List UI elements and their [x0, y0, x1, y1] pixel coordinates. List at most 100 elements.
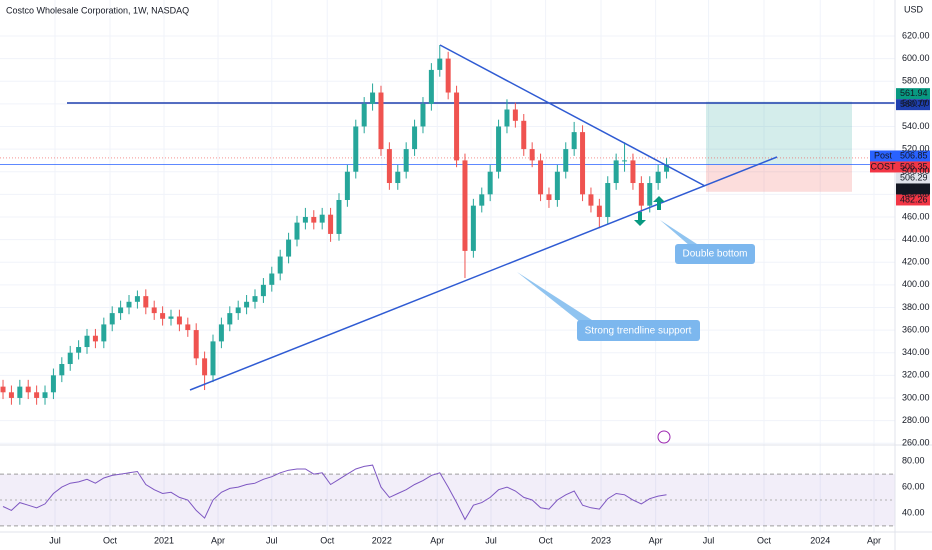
- candle-body: [67, 352, 73, 365]
- candle-body: [151, 307, 157, 314]
- price-tag-name: Post: [874, 150, 893, 160]
- candle-body: [655, 171, 661, 184]
- price-tag: [896, 99, 930, 111]
- candle-body: [319, 214, 325, 223]
- candle-body: [395, 171, 401, 184]
- candle-body: [336, 199, 342, 234]
- y-tick-label: 600.00: [902, 53, 930, 63]
- y-tick-label: 420.00: [902, 257, 930, 267]
- rsi-pane: [0, 464, 895, 527]
- candle-body: [386, 149, 392, 184]
- y-tick-label: 440.00: [902, 234, 930, 244]
- candle-body: [529, 149, 535, 161]
- candle-body: [59, 364, 65, 376]
- price-tag: [896, 183, 930, 195]
- candle-body: [462, 160, 468, 251]
- price-tag: [896, 150, 930, 162]
- price-tag-label: 506.35: [900, 161, 928, 171]
- y-tick-label: 260.00: [902, 438, 930, 448]
- candle-body: [269, 273, 275, 285]
- candle-body: [412, 126, 418, 150]
- candle-body: [134, 296, 140, 302]
- y-tick-label: 280.00: [902, 415, 930, 425]
- candle-body: [277, 256, 283, 274]
- candle-body: [353, 126, 359, 172]
- candle-body: [50, 375, 56, 393]
- x-tick-label: 2022: [372, 535, 392, 545]
- annotation: Strong trendline support: [585, 326, 692, 337]
- price-tag-name-bg: [870, 161, 896, 173]
- y-tick-label: 500.00: [902, 166, 930, 176]
- candle-body: [546, 194, 552, 200]
- price-tag: [896, 88, 930, 100]
- candle-body: [554, 171, 560, 200]
- candle-body: [487, 171, 493, 195]
- y-tick-label: 300.00: [902, 392, 930, 402]
- x-tick-label: Jul: [266, 535, 278, 545]
- candle-body: [361, 103, 367, 127]
- stop-zone: [706, 164, 852, 192]
- rsi-tick-label: 80.00: [902, 456, 925, 466]
- candle-body: [563, 149, 569, 172]
- candle-body: [92, 335, 98, 342]
- candle-body: [437, 58, 443, 70]
- candle-body: [521, 120, 527, 150]
- candle-body: [210, 341, 216, 376]
- candle-body: [218, 324, 224, 342]
- candle-body: [647, 183, 653, 206]
- price-tag-label: 560.77: [900, 99, 928, 109]
- x-tick-label: Jul: [485, 535, 497, 545]
- candle-body: [260, 284, 266, 297]
- y-tick-label: 460.00: [902, 211, 930, 221]
- target-zone: [706, 101, 852, 165]
- candle-body: [596, 205, 602, 217]
- y-tick-label: 380.00: [902, 302, 930, 312]
- candle-body: [235, 307, 241, 314]
- candle-body: [101, 324, 107, 342]
- x-tick-label: Jul: [49, 535, 61, 545]
- x-tick-label: Oct: [539, 535, 554, 545]
- candle-body: [378, 92, 384, 150]
- candle-body: [143, 296, 149, 308]
- price-tag: [896, 194, 930, 206]
- x-tick-label: 2023: [591, 535, 611, 545]
- candle-body: [445, 58, 451, 93]
- x-tick-label: 2024: [810, 535, 830, 545]
- candle-body: [160, 313, 166, 319]
- candles: [0, 45, 670, 405]
- price-tag-name: COST: [870, 161, 896, 171]
- candle-body: [168, 316, 174, 319]
- candle-body: [76, 347, 82, 353]
- y-tick-label: 340.00: [902, 347, 930, 357]
- candle-body: [286, 239, 292, 257]
- x-tick-label: Apr: [430, 535, 444, 545]
- candle-body: [109, 313, 115, 325]
- candle-body: [25, 386, 31, 393]
- candle-body: [0, 386, 6, 393]
- candle-body: [403, 149, 409, 172]
- price-tag: [896, 161, 930, 173]
- candle-body: [538, 160, 544, 195]
- price-tag-label: 499.40: [900, 183, 928, 193]
- candle-body: [454, 92, 460, 161]
- x-tick-label: Oct: [757, 535, 772, 545]
- candle-body: [8, 392, 14, 398]
- y-tick-label: 620.00: [902, 30, 930, 40]
- annotation: Double bottom: [682, 249, 747, 260]
- rsi-tick-label: 60.00: [902, 481, 925, 491]
- y-tick-label: 320.00: [902, 370, 930, 380]
- candle-body: [496, 126, 502, 172]
- candle-body: [34, 392, 40, 398]
- currency: USD: [904, 4, 924, 14]
- candle-body: [580, 132, 586, 195]
- candle-body: [605, 183, 611, 217]
- candle-body: [311, 216, 317, 223]
- x-tick-label: Jul: [703, 535, 715, 545]
- x-tick-label: Apr: [649, 535, 663, 545]
- rsi-line: [2, 464, 667, 521]
- candle-body: [470, 205, 476, 251]
- candle-body: [244, 301, 250, 308]
